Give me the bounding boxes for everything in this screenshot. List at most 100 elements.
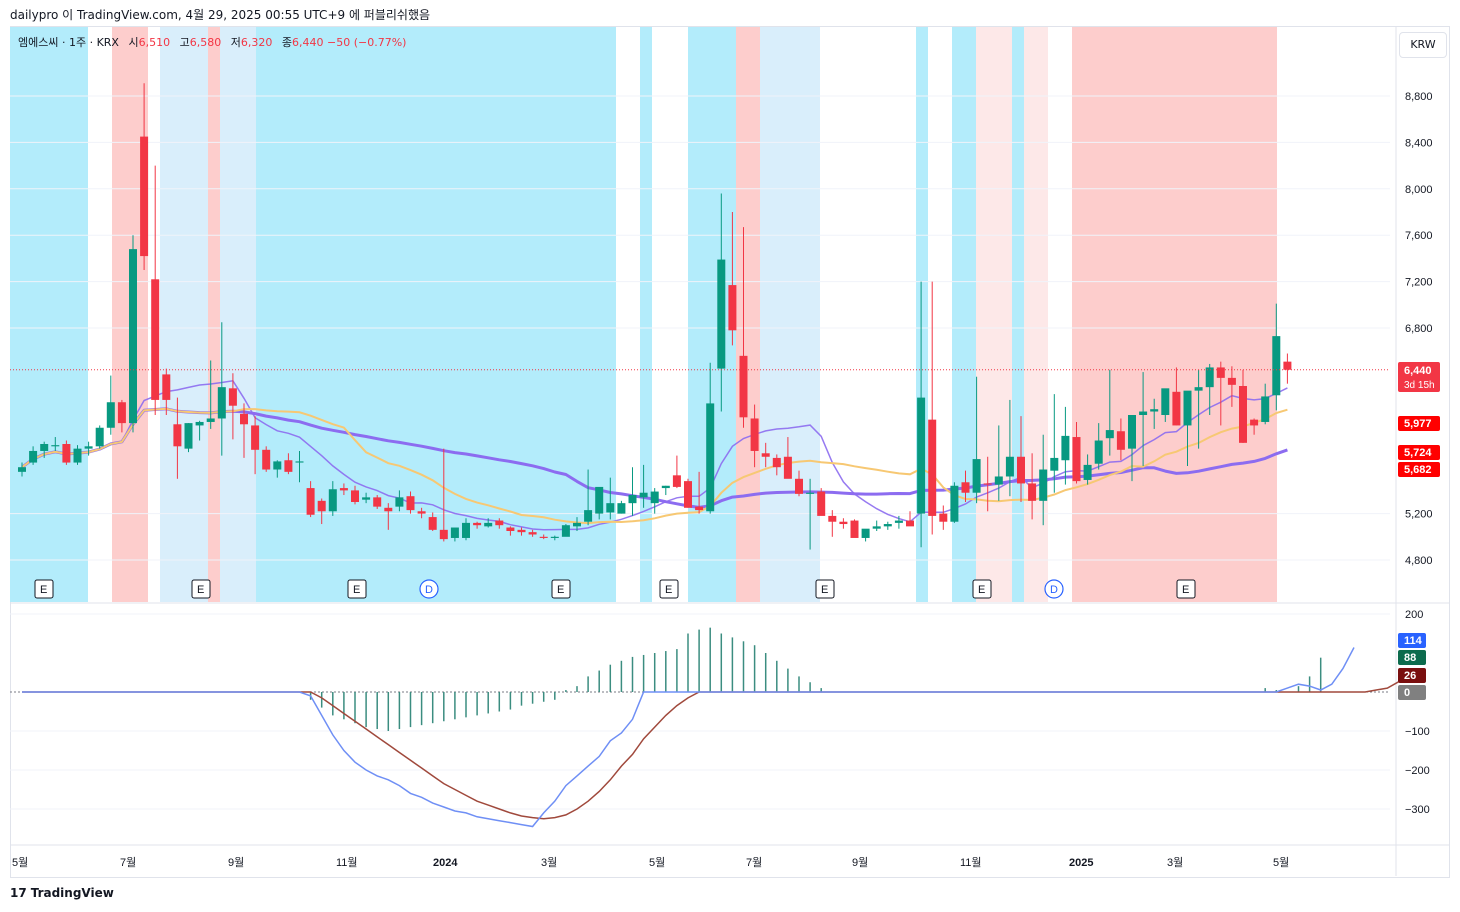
ma-value-badge [1398,416,1440,431]
publish-attribution: dailypro 이 TradingView.com, 4월 29, 2025 … [10,8,431,22]
time-tick-label: 3월 [541,856,557,869]
background-band [1012,27,1024,602]
candle-body [339,488,348,491]
low-label: 저 [230,36,241,49]
candle-body [1017,456,1025,484]
candle-body [595,486,604,514]
candle-body [328,489,337,512]
candle-body [1172,391,1181,426]
price-tick-label: 4,800 [1405,555,1433,567]
candle-body [939,513,948,522]
earnings-marker [659,579,679,599]
time-tick-label: 7월 [746,856,762,869]
ma-value-label: 5,682 [1404,464,1432,476]
candle-body [351,490,359,502]
candle-body [717,259,726,369]
candle-body [539,536,548,538]
candle-body [439,529,448,540]
candle-body [217,387,226,419]
candle-body [1105,430,1114,439]
price-tick-label: 7,600 [1405,230,1433,242]
time-tick-label: 11월 [336,856,358,869]
symbol-name[interactable]: 엠에스씨 · 1주 · KRX [18,36,119,49]
candle-body [284,460,293,472]
dividend-marker [419,579,439,599]
candle-body [1005,456,1014,477]
earnings-marker [1176,579,1196,599]
candle-body [1227,377,1236,385]
time-tick-label: 5월 [12,856,28,869]
candle-body [428,517,437,530]
candle-body [51,445,60,447]
candle-body [362,497,371,500]
candle-body [484,522,493,527]
candle-body [1150,409,1159,412]
dividend-marker [1044,579,1064,599]
price-tick-label: 8,400 [1405,137,1433,149]
time-tick-label: 7월 [120,856,136,869]
candle-body [584,510,593,522]
background-band [208,27,220,602]
candle-body [295,461,304,463]
candle-body [1094,440,1103,464]
candle-body [184,423,193,449]
candle-body [228,388,237,406]
candle-body [306,488,315,515]
candle-body [1039,469,1048,501]
macd-signal-line [22,681,1399,820]
candle-body [462,522,470,538]
close-value: 6,440 [291,36,324,49]
candle-body [772,457,781,468]
candle-body [872,526,881,529]
candle-body [373,497,382,507]
candle-body [40,444,49,451]
candle-body [1028,483,1037,501]
candle-body [1139,411,1148,415]
candle-body [240,413,248,425]
candle-body [661,485,670,489]
candle-body [495,520,504,526]
background-band [1024,27,1048,602]
candle-body [861,528,870,538]
earnings-marker [815,579,835,599]
candle-body [706,403,715,512]
tradingview-logo[interactable]: 17 TradingView [10,886,114,900]
candle-body [1072,437,1081,482]
candle-body [1250,419,1259,426]
candle-body [95,427,104,447]
candle-body [606,503,615,513]
candle-body [883,524,892,527]
candle-body [195,421,204,426]
candle-body [395,497,404,507]
earnings-marker-label: E [1182,584,1189,596]
time-tick-label: 2025 [1069,857,1093,869]
earnings-marker [347,579,367,599]
candle-body [473,522,482,526]
currency-button[interactable]: KRW [1399,32,1447,58]
candle-body [917,397,926,514]
time-tick-label: 5월 [1273,856,1289,869]
earnings-marker [551,579,571,599]
candle-body [417,511,426,514]
earnings-marker [34,579,54,599]
candle-body [1194,387,1203,391]
candle-body [828,515,837,522]
earnings-marker [972,579,992,599]
bar-countdown: 3d 15h [1404,380,1435,391]
candle-body [73,448,82,463]
candle-body [506,527,515,531]
candle-body [1272,336,1281,396]
candle-body [1128,415,1136,449]
candle-body [262,449,271,470]
background-band [736,27,760,602]
candle-body [528,532,537,535]
candle-body [783,456,792,479]
dividend-marker-label: D [425,584,433,596]
candle-body [1216,367,1225,378]
candle-body [1061,435,1070,461]
price-tick-label: 7,200 [1405,277,1433,289]
last-price-value: 6,440 [1404,365,1432,377]
time-tick-label: 9월 [228,856,244,869]
candle-body [62,444,71,463]
